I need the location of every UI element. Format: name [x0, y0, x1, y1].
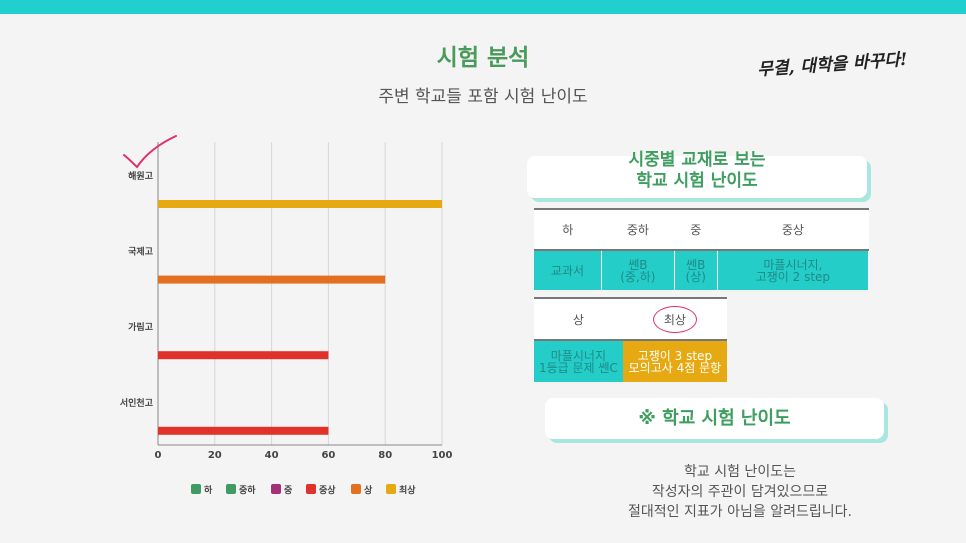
legend-swatch [226, 484, 236, 494]
cell-text: 쎈B [686, 257, 706, 272]
legend-label: 상 [364, 484, 373, 496]
bar [158, 426, 329, 435]
table1-cell-mid-low: 쎈B (중,하) [601, 249, 675, 290]
legend-swatch [351, 484, 361, 494]
cell-text: 마플시너지, [763, 257, 823, 272]
legend-label: 중 [284, 485, 292, 496]
difficulty-table-1: 하 중하 중 중상 교과서 쎈B (중,하) 쎈B (상) 마플시너지, 고쟁이 2 … [534, 208, 870, 290]
cell-text: 모의고사 4점 문항 [628, 360, 722, 375]
top-accent-bar [0, 0, 966, 14]
table2-header-top: 최상 [622, 297, 727, 340]
note-card: ※ 학교 시험 난이도 [545, 398, 884, 439]
bar [158, 275, 386, 284]
page-subtitle: 주변 학교들 포함 시험 난이도 [378, 87, 588, 107]
checkmark-icon [123, 135, 177, 169]
page-title: 시험 분석 [436, 45, 530, 71]
table1-cell-low: 교과서 [534, 249, 602, 290]
table2-cell-high: 마플시너지 1등급 문제 쎈C [534, 339, 623, 382]
category-label: 가림고 [128, 321, 153, 333]
legend-label: 중상 [319, 484, 336, 496]
difficulty-card-line1: 시중별 교재로 보는 [628, 150, 766, 170]
x-tick-label: 80 [378, 450, 392, 461]
category-label: 해원고 [128, 170, 153, 182]
x-tick-label: 100 [432, 450, 453, 461]
cell-text: 쎈B [628, 257, 648, 272]
table1-header-mid-low: 중하 [601, 208, 675, 250]
legend-label: 하 [204, 484, 213, 496]
cell-text: (상) [685, 269, 706, 284]
cell-text: 고쟁이 2 step [755, 269, 831, 284]
note-line: 작성자의 주관이 담겨있으므로 [651, 484, 829, 500]
circled-label: 최상 [652, 305, 697, 333]
table1-header-low: 하 [534, 208, 602, 250]
x-tick-label: 0 [155, 450, 162, 461]
difficulty-table-2: 상 최상 마플시너지 1등급 문제 쎈C 고쟁이 3 step 모의고사 4점 문항 [534, 297, 727, 382]
x-tick-label: 60 [321, 450, 335, 461]
category-label: 서인천고 [120, 397, 153, 409]
note-line: 학교 시험 난이도는 [684, 464, 796, 480]
legend-label: 중하 [239, 484, 256, 496]
cell-text: (중,하) [620, 269, 656, 284]
legend-swatch [271, 484, 281, 494]
legend-label: 최상 [399, 484, 416, 496]
table2-cell-top: 고쟁이 3 step 모의고사 4점 문항 [622, 339, 727, 382]
table1-header-mid: 중 [674, 208, 718, 250]
legend-swatch [386, 484, 396, 494]
legend-swatch [191, 484, 201, 494]
cell-text: 고쟁이 3 step [637, 348, 713, 363]
category-label: 국제고 [128, 246, 153, 258]
x-tick-label: 20 [208, 450, 222, 461]
cell-text: 마플시너지 [550, 348, 606, 363]
cell-text: 교과서 [550, 263, 585, 278]
table1-header-mid-high: 중상 [717, 208, 869, 250]
note-description: 학교 시험 난이도는 작성자의 주관이 담겨있으므로 절대적인 지표가 아님을 … [560, 462, 920, 522]
difficulty-card-line2: 학교 시험 난이도 [636, 171, 758, 191]
table1-cell-mid-high: 마플시너지, 고쟁이 2 step [717, 249, 870, 290]
legend-swatch [306, 484, 316, 494]
note-line: 절대적인 지표가 아님을 알려드립니다. [628, 504, 852, 520]
cell-text: 1등급 문제 쎈C [538, 360, 618, 375]
table1-cell-mid: 쎈B (상) [674, 249, 718, 290]
difficulty-card: 시중별 교재로 보는 학교 시험 난이도 [527, 150, 867, 198]
x-tick-label: 40 [265, 450, 279, 461]
bar [158, 200, 442, 208]
table2-header-high: 상 [534, 297, 623, 340]
bar [158, 351, 329, 360]
